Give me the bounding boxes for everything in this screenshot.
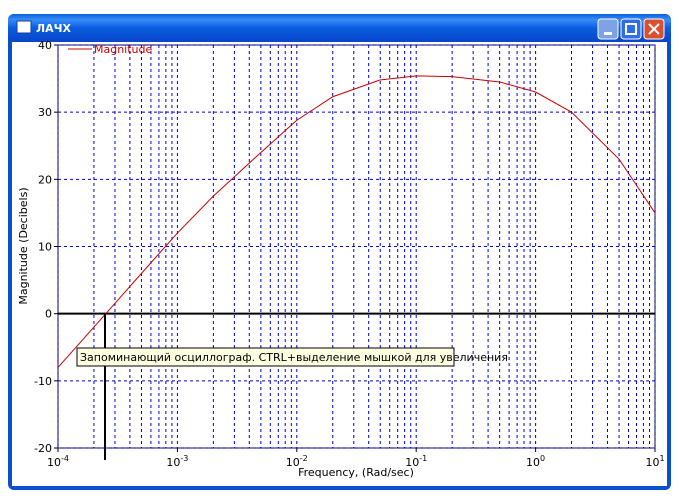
x-tick-label: 10-3	[166, 454, 188, 469]
x-tick-exponent: -3	[180, 454, 188, 463]
y-tick-label: -20	[34, 442, 52, 455]
plot-area	[57, 44, 656, 449]
maximize-button[interactable]	[620, 18, 642, 40]
y-tick-label: 10	[38, 241, 52, 254]
window-icon	[16, 20, 32, 34]
x-tick-base: 10	[286, 456, 300, 469]
y-tick-label: 40	[38, 39, 52, 52]
x-tick-label: 101	[645, 454, 664, 469]
x-tick-exponent: -1	[419, 454, 427, 463]
x-axis-label: Frequency, (Rad/sec)	[298, 466, 414, 479]
window-title: ЛАЧХ	[36, 22, 72, 35]
x-tick-label: 10-4	[47, 454, 69, 469]
x-tick-label: 10-1	[405, 454, 427, 469]
line-series	[57, 75, 656, 368]
minimize-button[interactable]	[597, 18, 619, 40]
maximize-icon	[625, 23, 637, 35]
y-tick-label: 0	[45, 308, 52, 321]
x-tick-label: 10-2	[286, 454, 308, 469]
title-bar	[8, 14, 671, 42]
x-tick-exponent: 0	[540, 454, 545, 463]
close-icon	[648, 23, 660, 35]
minimize-icon	[604, 32, 612, 35]
x-tick-exponent: -2	[300, 454, 308, 463]
x-tick-base: 10	[645, 456, 659, 469]
x-tick-exponent: 1	[659, 454, 664, 463]
x-tick-base: 10	[526, 456, 540, 469]
x-tick-label: 100	[526, 454, 545, 469]
tooltip: Запоминающий осциллограф. CTRL+выделение…	[80, 351, 508, 364]
y-tick-label: 30	[38, 106, 52, 119]
x-tick-base: 10	[405, 456, 419, 469]
y-tick-label: -10	[34, 375, 52, 388]
tooltip-box	[76, 347, 455, 367]
x-tick-base: 10	[47, 456, 61, 469]
x-tick-base: 10	[166, 456, 180, 469]
x-tick-exponent: -4	[61, 454, 69, 463]
legend-label: Magnitude	[94, 43, 153, 56]
y-tick-label: 20	[38, 173, 52, 186]
y-axis-label: Magnitude (Decibels)	[17, 187, 30, 304]
